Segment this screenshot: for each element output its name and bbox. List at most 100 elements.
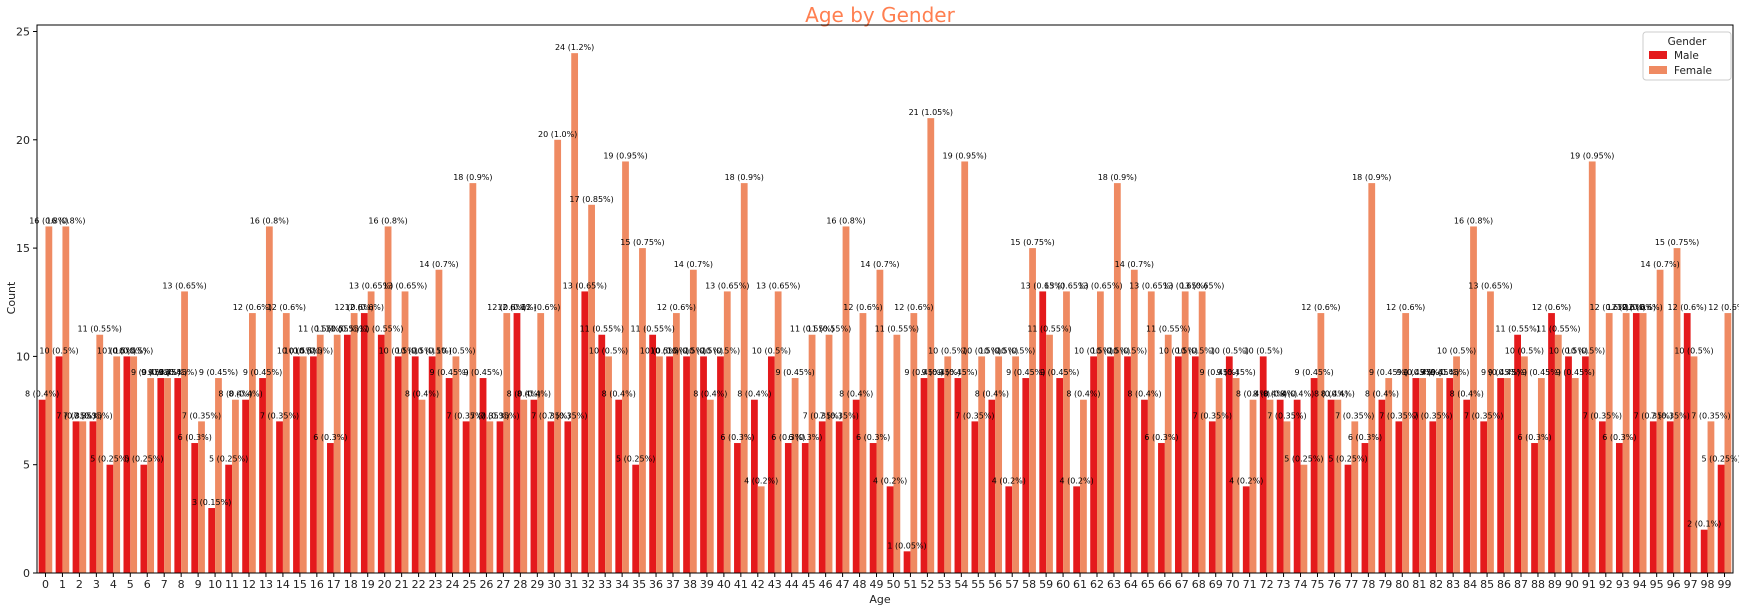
data-label-male-age-46: 7 (0.35%) (803, 411, 842, 420)
data-label-male-age-74: 8 (0.4%) (1280, 390, 1314, 399)
bar-female-age-16 (316, 334, 324, 573)
data-label-male-age-35: 5 (0.25%) (616, 455, 655, 464)
data-label-female-age-7: 9 (0.45%) (148, 368, 187, 377)
bar-male-age-15 (293, 356, 300, 573)
data-label-female-age-62: 13 (0.65%) (1078, 281, 1122, 290)
data-label-female-age-24: 10 (0.5%) (436, 346, 475, 355)
data-label-male-age-23: 10 (0.5%) (413, 346, 452, 355)
x-tick-label: 70 (1226, 578, 1240, 591)
x-tick-label: 11 (225, 578, 239, 591)
data-label-male-age-43: 10 (0.5%) (752, 346, 791, 355)
x-tick-label: 96 (1667, 578, 1681, 591)
bar-female-age-5 (130, 356, 138, 573)
data-label-female-age-92: 12 (0.6%) (1590, 303, 1629, 312)
y-tick-label: 5 (23, 459, 30, 472)
data-label-female-age-50: 11 (0.55%) (875, 325, 919, 334)
bar-male-age-9 (191, 443, 199, 573)
data-label-male-age-2: 7 (0.35%) (56, 411, 95, 420)
data-label-female-age-6: 9 (0.45%) (131, 368, 170, 377)
x-tick-label: 16 (310, 578, 324, 591)
data-label-male-age-77: 5 (0.25%) (1328, 455, 1367, 464)
data-label-female-age-52: 21 (1.05%) (909, 108, 953, 117)
bar-female-age-7 (164, 378, 171, 573)
data-label-male-age-64: 10 (0.5%) (1108, 346, 1147, 355)
data-label-male-age-8: 9 (0.45%) (158, 368, 197, 377)
bar-female-age-46 (825, 334, 833, 573)
bar-male-age-85 (1480, 421, 1488, 573)
x-tick-label: 57 (1005, 578, 1019, 591)
x-tick-label: 29 (530, 578, 544, 591)
data-label-female-age-85: 13 (0.65%) (1468, 281, 1512, 290)
x-tick-label: 19 (361, 578, 375, 591)
x-tick-label: 15 (293, 578, 307, 591)
bar-male-age-62 (1090, 356, 1097, 573)
data-label-male-age-60: 9 (0.45%) (1040, 368, 1079, 377)
data-label-male-age-11: 5 (0.25%) (209, 455, 248, 464)
bar-male-age-81 (1412, 378, 1420, 573)
data-label-female-age-13: 16 (0.8%) (250, 216, 289, 225)
bar-male-age-38 (683, 356, 690, 573)
data-label-female-age-81: 9 (0.45%) (1403, 368, 1442, 377)
bar-male-age-11 (225, 464, 233, 573)
bar-female-age-84 (1470, 226, 1477, 573)
bar-male-age-83 (1446, 378, 1454, 573)
legend-swatch-male (1649, 51, 1667, 59)
data-label-female-age-35: 15 (0.75%) (620, 238, 664, 247)
data-label-female-age-2: 7 (0.35%) (63, 411, 102, 420)
bar-female-age-54 (961, 161, 969, 573)
data-label-female-age-76: 8 (0.4%) (1321, 390, 1355, 399)
x-tick-label: 40 (717, 578, 731, 591)
bar-male-age-44 (784, 443, 792, 573)
x-tick-label: 90 (1565, 578, 1579, 591)
data-label-female-age-91: 19 (0.95%) (1570, 151, 1614, 160)
bar-male-age-4 (106, 464, 114, 573)
x-tick-label: 39 (700, 578, 714, 591)
bar-male-age-41 (734, 443, 741, 573)
x-tick-label: 14 (276, 578, 290, 591)
data-label-female-age-95: 14 (0.7%) (1640, 260, 1679, 269)
data-label-male-age-21: 10 (0.5%) (379, 346, 418, 355)
bar-female-age-10 (215, 378, 222, 573)
bar-male-age-25 (462, 421, 470, 573)
bar-male-age-93 (1615, 443, 1623, 573)
bar-female-age-39 (706, 399, 714, 573)
x-tick-label: 78 (1361, 578, 1375, 591)
bar-female-age-44 (791, 378, 799, 573)
bar-male-age-86 (1497, 378, 1505, 573)
x-tick-label: 68 (1192, 578, 1206, 591)
data-label-female-age-32: 17 (0.85%) (569, 195, 613, 204)
data-label-male-age-68: 10 (0.5%) (1176, 346, 1215, 355)
bar-female-age-83 (1453, 356, 1460, 573)
data-label-male-age-0: 8 (0.4%) (25, 390, 59, 399)
bar-female-age-98 (1707, 421, 1715, 573)
bar-male-age-55 (971, 421, 979, 573)
data-label-female-age-80: 12 (0.6%) (1386, 303, 1425, 312)
x-tick-label: 10 (208, 578, 222, 591)
bar-female-age-32 (588, 204, 595, 573)
bar-female-age-57 (1012, 356, 1019, 573)
x-tick-label: 45 (802, 578, 816, 591)
bar-male-age-99 (1717, 464, 1725, 573)
bar-female-age-90 (1571, 378, 1579, 573)
data-label-male-age-94: 12 (0.6%) (1617, 303, 1656, 312)
bar-female-age-33 (605, 356, 612, 573)
bar-female-age-89 (1554, 334, 1562, 573)
bar-female-age-24 (452, 356, 460, 573)
bar-female-age-41 (740, 183, 748, 573)
bar-female-age-0 (45, 226, 53, 573)
data-label-female-age-67: 13 (0.65%) (1163, 281, 1207, 290)
bar-male-age-22 (411, 356, 419, 573)
data-label-male-age-19: 12 (0.6%) (345, 303, 384, 312)
bar-female-age-72 (1266, 399, 1274, 573)
bar-male-age-39 (700, 356, 707, 573)
data-label-female-age-84: 16 (0.8%) (1454, 216, 1493, 225)
x-tick-label: 18 (344, 578, 358, 591)
data-label-male-age-53: 9 (0.45%) (921, 368, 960, 377)
bar-female-age-53 (944, 356, 952, 573)
x-tick-label: 59 (1039, 578, 1053, 591)
data-label-female-age-43: 13 (0.65%) (756, 281, 800, 290)
data-label-female-age-83: 10 (0.5%) (1437, 346, 1476, 355)
legend-title: Gender (1668, 36, 1707, 48)
data-label-female-age-66: 11 (0.55%) (1146, 325, 1190, 334)
data-label-female-age-28: 8 (0.4%) (507, 390, 541, 399)
